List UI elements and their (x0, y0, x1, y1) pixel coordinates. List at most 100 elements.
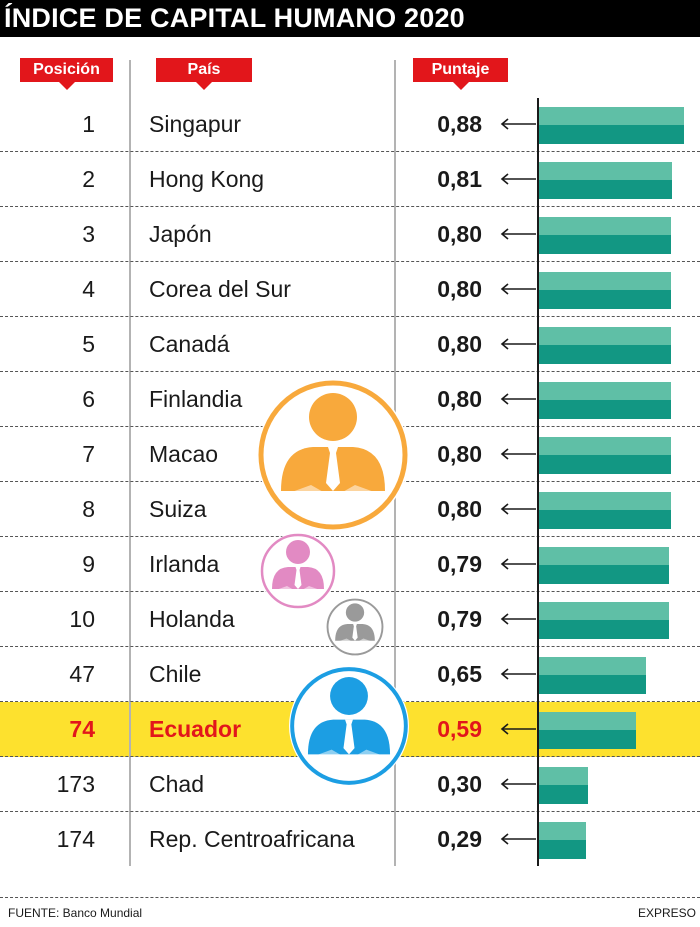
bar-segment-dark (538, 180, 672, 199)
source-note: FUENTE: Banco Mundial (8, 906, 143, 920)
tick-label-country: Japón (149, 221, 212, 247)
bar-segment-light (538, 437, 671, 455)
row-separator (0, 371, 700, 372)
bar-segment-dark (538, 235, 671, 254)
tick-label-country: Rep. Centroafricana (149, 826, 355, 852)
tick-label-position: 10 (69, 606, 95, 632)
tick-label-country: Suiza (149, 496, 207, 522)
data-label-score: 0,80 (437, 386, 482, 412)
bar-segment-dark (538, 675, 646, 694)
data-label-score: 0,65 (437, 661, 482, 687)
bar-segment-dark (538, 455, 671, 474)
tick-label-country: Chad (149, 771, 204, 797)
tick-label-position: 2 (82, 166, 95, 192)
bar-segment-dark (538, 345, 671, 364)
header-country: País (156, 58, 252, 90)
tick-label-country: Ecuador (149, 716, 242, 742)
person-blue-icon (289, 666, 409, 786)
bar-segment-light (538, 767, 588, 785)
bar-segment-dark (538, 840, 586, 859)
arrow-left-icon (500, 173, 536, 185)
arrow-left-icon (500, 448, 536, 460)
row-separator (0, 591, 700, 592)
data-label-score: 0,80 (437, 331, 482, 357)
header-position: Posición (20, 58, 113, 90)
tick-label-position: 8 (82, 496, 95, 522)
bar-segment-light (538, 822, 586, 840)
tick-label-position: 74 (69, 716, 95, 742)
tick-label-position: 9 (82, 551, 95, 577)
bar-segment-dark (538, 290, 671, 309)
data-label-score: 0,80 (437, 221, 482, 247)
bar-segment-light (538, 492, 671, 510)
row-separator (0, 261, 700, 262)
arrow-left-icon (500, 503, 536, 515)
tick-label-position: 4 (82, 276, 95, 302)
tick-label-position: 3 (82, 221, 95, 247)
tick-label-position: 47 (69, 661, 95, 687)
arrow-left-icon (500, 338, 536, 350)
bar-segment-light (538, 547, 669, 565)
data-label-score: 0,80 (437, 496, 482, 522)
arrow-left-icon (500, 393, 536, 405)
arrow-left-icon (500, 228, 536, 240)
footer-divider (0, 897, 700, 898)
data-label-score: 0,30 (437, 771, 482, 797)
bar-segment-dark (538, 785, 588, 804)
bar-segment-light (538, 107, 684, 125)
tick-label-position: 173 (56, 771, 95, 797)
arrow-left-icon (500, 558, 536, 570)
tick-label-position: 174 (56, 826, 95, 852)
column-divider (129, 60, 131, 866)
tick-label-country: Holanda (149, 606, 235, 632)
header-score: Puntaje (413, 58, 508, 90)
row-separator (0, 206, 700, 207)
data-label-score: 0,88 (437, 111, 482, 137)
tick-label-country: Irlanda (149, 551, 220, 577)
arrow-left-icon (500, 283, 536, 295)
bar-segment-dark (538, 620, 669, 639)
bar-segment-dark (538, 400, 671, 419)
bar-segment-light (538, 712, 636, 730)
person-orange-icon (257, 379, 409, 531)
tick-label-country: Corea del Sur (149, 276, 291, 302)
bar-segment-dark (538, 730, 636, 749)
tick-label-country: Finlandia (149, 386, 243, 412)
tick-label-position: 1 (82, 111, 95, 137)
tick-label-position: 5 (82, 331, 95, 357)
brand-name: EXPRESO (637, 906, 696, 920)
row-separator (0, 536, 700, 537)
person-pink-icon (260, 533, 336, 609)
bar-segment-dark (538, 125, 684, 144)
bar-segment-light (538, 327, 671, 345)
data-label-score: 0,81 (437, 166, 482, 192)
row-separator (0, 316, 700, 317)
arrow-left-icon (500, 723, 536, 735)
data-label-score: 0,79 (437, 606, 482, 632)
data-label-score: 0,80 (437, 276, 482, 302)
tick-label-country: Hong Kong (149, 166, 265, 192)
bar-segment-light (538, 602, 669, 620)
person-gray-icon (326, 598, 384, 656)
tick-label-country: Singapur (149, 111, 242, 137)
bar-segment-light (538, 162, 672, 180)
tick-label-position: 7 (82, 441, 95, 467)
bar-segment-dark (538, 510, 671, 529)
bar-segment-dark (538, 565, 669, 584)
bar-segment-light (538, 382, 671, 400)
tick-label-country: Canadá (149, 331, 230, 357)
arrow-left-icon (500, 613, 536, 625)
arrow-left-icon (500, 778, 536, 790)
tick-label-country: Macao (149, 441, 219, 467)
value-axis-line (537, 98, 539, 866)
data-label-score: 0,79 (437, 551, 482, 577)
data-label-score: 0,59 (437, 716, 482, 742)
tick-label-position: 6 (82, 386, 95, 412)
row-separator (0, 811, 700, 812)
arrow-left-icon (500, 668, 536, 680)
page-title: ÍNDICE DE CAPITAL HUMANO 2020 (0, 0, 700, 37)
data-label-score: 0,80 (437, 441, 482, 467)
bar-segment-light (538, 217, 671, 235)
bar-segment-light (538, 272, 671, 290)
